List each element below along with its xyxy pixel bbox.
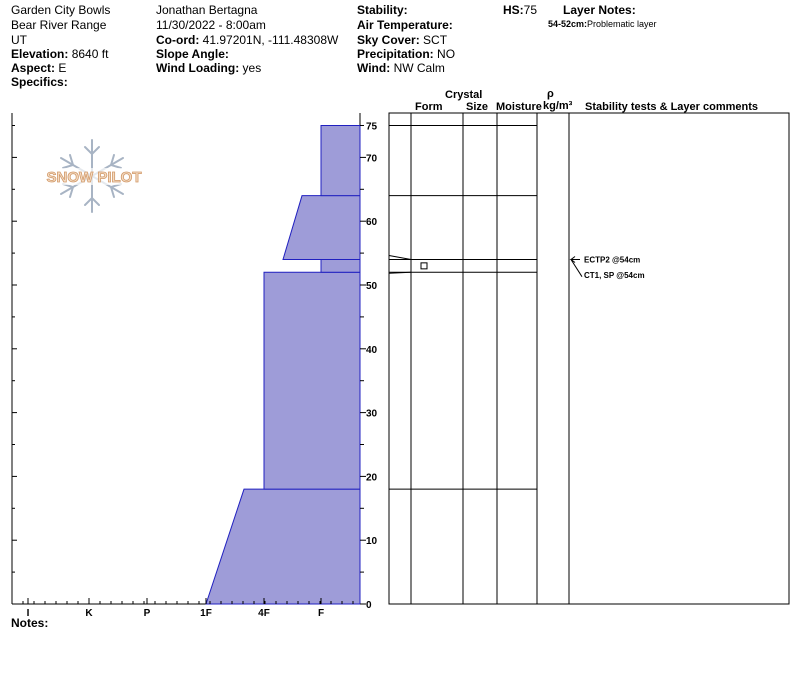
hardness-tick-label: P (144, 608, 151, 619)
sky-cover-value: SCT (423, 33, 448, 47)
wind-loading-label: Wind Loading: (156, 61, 240, 75)
snow-height-label: HS: (503, 3, 524, 17)
height-tick-label: 40 (366, 345, 378, 356)
crystal-header: Crystal (445, 89, 483, 101)
test-arrow (570, 259, 583, 277)
hardness-layer-4 (320, 125, 361, 197)
elevation-value: 8640 ft (71, 47, 109, 61)
air-temperature: Air Temperature: (357, 18, 453, 32)
hardness-layer-1 (263, 271, 361, 490)
hardness-layer-3 (282, 195, 361, 260)
mountain-range: Bear River Range (11, 18, 107, 32)
coordinates: Co-ord: 41.97201N, -111.48308W (156, 33, 338, 47)
wind-label: Wind: (357, 61, 391, 75)
hardness-tick-label: K (85, 608, 93, 619)
hardness-tick-label: I (27, 608, 30, 619)
left-tick-marks (12, 125, 17, 605)
height-tick-label: 30 (366, 409, 378, 420)
form-header: Form (415, 101, 443, 113)
slope-angle: Slope Angle: (156, 47, 229, 61)
layer-notes-label: Layer Notes: (563, 3, 636, 17)
stability: Stability: (357, 3, 408, 17)
height-tick-label: 0 (366, 600, 372, 611)
comments-header: Stability tests & Layer comments (585, 101, 759, 113)
precipitation-value: NO (437, 47, 456, 61)
state: UT (11, 33, 27, 47)
notes-label: Notes: (11, 616, 49, 630)
size-header: Size (466, 101, 489, 113)
elevation: Elevation: 8640 ft (11, 47, 108, 61)
test-arrow (569, 256, 580, 263)
layer-table-frame (388, 112, 790, 605)
wind-loading-value: yes (242, 61, 262, 75)
sky-cover-label: Sky Cover: (357, 33, 420, 47)
layer-boundaries (388, 125, 537, 490)
location-name: Garden City Bowls (11, 3, 111, 17)
coordinates-label: Co-ord: (156, 33, 200, 47)
boundary-connector (388, 271, 412, 274)
elevation-label: Elevation: (11, 47, 69, 61)
aspect: Aspect: E (11, 61, 66, 75)
air-temperature-label: Air Temperature: (357, 18, 453, 32)
height-tick-label: 75 (366, 122, 378, 133)
aspect-label: Aspect: (11, 61, 56, 75)
hardness-tick-label: 1F (200, 608, 212, 619)
height-tick-label: 20 (366, 472, 378, 483)
hardness-layer-0 (205, 488, 361, 605)
snow-height: HS:75 (503, 3, 537, 17)
density-symbol: ρ (547, 88, 554, 100)
boundary-connector (388, 254, 412, 260)
aspect-value: E (58, 61, 67, 75)
sky-cover: Sky Cover: SCT (357, 33, 447, 47)
wind-loading: Wind Loading: yes (156, 61, 261, 75)
moisture-header: Moisture (496, 101, 542, 113)
stability-label: Stability: (357, 3, 408, 17)
layer-note-range: 54-52cm: (548, 19, 588, 29)
specifics-label: Specifics: (11, 75, 68, 89)
density-unit: kg/m³ (543, 100, 573, 112)
wind: Wind: NW Calm (357, 61, 445, 75)
hardness-layers (205, 125, 361, 605)
slope-angle-label: Slope Angle: (156, 47, 229, 61)
hardness-layer-2 (320, 258, 361, 273)
height-tick-label: 70 (366, 153, 378, 164)
layer-note-text: Problematic layer (587, 19, 657, 29)
observer-name: Jonathan Bertagna (156, 3, 258, 17)
crystal-form-symbol (420, 262, 428, 270)
coordinates-value: 41.97201N, -111.48308W (202, 33, 339, 47)
test-annotation: CT1, SP @54cm (584, 271, 645, 280)
height-tick-label: 50 (366, 281, 378, 292)
height-axis: 0 10 20 30 40 50 60 70 75 (360, 122, 378, 611)
snow-height-value: 75 (523, 3, 538, 17)
test-annotations: ECTP2 @54cm CT1, SP @54cm (569, 255, 645, 280)
hardness-tick-label: F (318, 608, 324, 619)
hardness-tick-label: 4F (258, 608, 270, 619)
height-tick-label: 10 (366, 536, 378, 547)
wind-value: NW Calm (393, 61, 445, 75)
layer-note: 54-52cm:Problematic layer (548, 19, 657, 30)
hardness-axis: I K P 1F 4F F (11, 598, 354, 619)
height-tick-label: 60 (366, 217, 378, 228)
test-annotation: ECTP2 @54cm (584, 255, 640, 264)
precipitation: Precipitation: NO (357, 47, 455, 61)
precipitation-label: Precipitation: (357, 47, 434, 61)
observation-datetime: 11/30/2022 - 8:00am (156, 18, 266, 32)
